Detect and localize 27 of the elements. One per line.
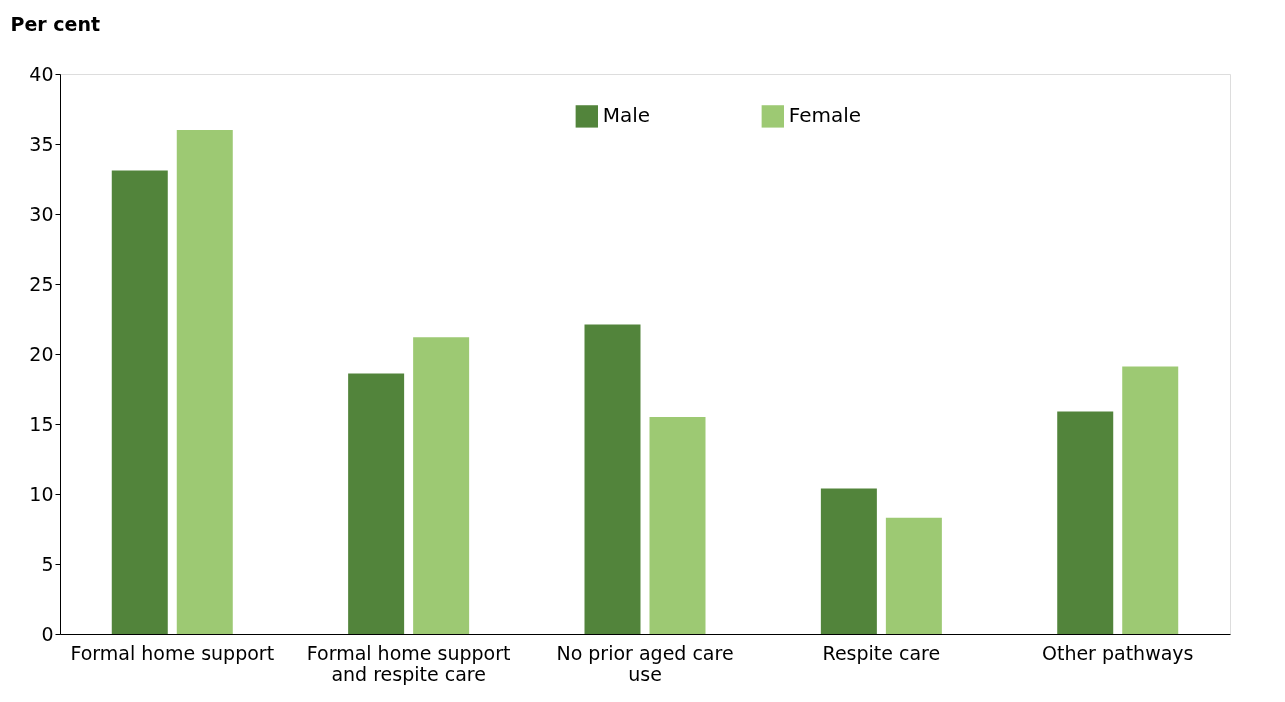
x-tick-label: No prior aged care use <box>556 641 734 685</box>
x-tick-label: Respite care <box>822 641 941 664</box>
y-tick-label: 35 <box>29 132 54 155</box>
bar <box>820 488 877 634</box>
x-tick-label: Other pathways <box>1041 641 1194 664</box>
bar <box>1057 411 1114 634</box>
legend-label: Male <box>602 103 651 128</box>
y-tick-label: 25 <box>29 272 54 295</box>
bar <box>111 170 168 634</box>
y-tick-label: 10 <box>29 482 54 505</box>
legend-label: Female <box>788 103 862 128</box>
bar <box>1122 366 1179 634</box>
y-tick-label: 5 <box>41 552 54 575</box>
y-tick-label: 20 <box>29 342 54 365</box>
bar <box>348 373 405 634</box>
bar <box>584 324 641 634</box>
y-tick-label: 0 <box>41 622 54 645</box>
bar <box>885 517 942 634</box>
x-tick-label: Formal home support <box>70 641 275 664</box>
bar <box>413 337 470 634</box>
bar <box>649 417 706 634</box>
y-tick-label: 30 <box>29 202 54 225</box>
y-tick-label: 40 <box>29 62 54 85</box>
y-axis-title: Per cent <box>10 12 101 35</box>
y-tick-label: 15 <box>29 412 54 435</box>
x-tick-label: Formal home support and respite care <box>306 641 511 685</box>
bar <box>176 130 233 634</box>
